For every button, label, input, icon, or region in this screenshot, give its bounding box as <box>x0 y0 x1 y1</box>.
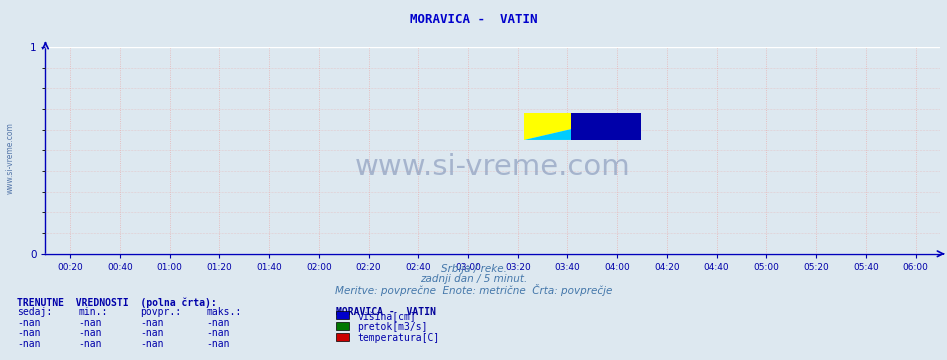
Text: višina[cm]: višina[cm] <box>357 311 416 321</box>
Polygon shape <box>525 113 640 140</box>
Text: -nan: -nan <box>17 318 41 328</box>
Text: -nan: -nan <box>79 328 102 338</box>
Text: sedaj:: sedaj: <box>17 307 52 317</box>
Text: www.si-vreme.com: www.si-vreme.com <box>6 122 15 194</box>
Text: -nan: -nan <box>140 318 164 328</box>
Text: pretok[m3/s]: pretok[m3/s] <box>357 322 427 332</box>
Text: -nan: -nan <box>206 328 230 338</box>
Text: -nan: -nan <box>140 328 164 338</box>
Text: -nan: -nan <box>206 318 230 328</box>
Text: Srbija / reke.: Srbija / reke. <box>440 264 507 274</box>
Text: -nan: -nan <box>206 339 230 349</box>
Text: zadnji dan / 5 minut.: zadnji dan / 5 minut. <box>420 274 527 284</box>
Text: temperatura[C]: temperatura[C] <box>357 333 439 343</box>
Text: maks.:: maks.: <box>206 307 241 317</box>
Text: -nan: -nan <box>17 328 41 338</box>
Text: povpr.:: povpr.: <box>140 307 181 317</box>
Text: -nan: -nan <box>140 339 164 349</box>
Text: MORAVICA -  VATIN: MORAVICA - VATIN <box>410 13 537 26</box>
Text: www.si-vreme.com: www.si-vreme.com <box>355 153 631 181</box>
Text: min.:: min.: <box>79 307 108 317</box>
Text: -nan: -nan <box>79 339 102 349</box>
Polygon shape <box>571 113 640 140</box>
Text: Meritve: povprečne  Enote: metrične  Črta: povprečje: Meritve: povprečne Enote: metrične Črta:… <box>335 284 612 296</box>
Polygon shape <box>525 113 640 140</box>
Text: TRENUTNE  VREDNOSTI  (polna črta):: TRENUTNE VREDNOSTI (polna črta): <box>17 297 217 307</box>
Text: -nan: -nan <box>17 339 41 349</box>
Text: MORAVICA -  VATIN: MORAVICA - VATIN <box>336 307 436 317</box>
Text: -nan: -nan <box>79 318 102 328</box>
